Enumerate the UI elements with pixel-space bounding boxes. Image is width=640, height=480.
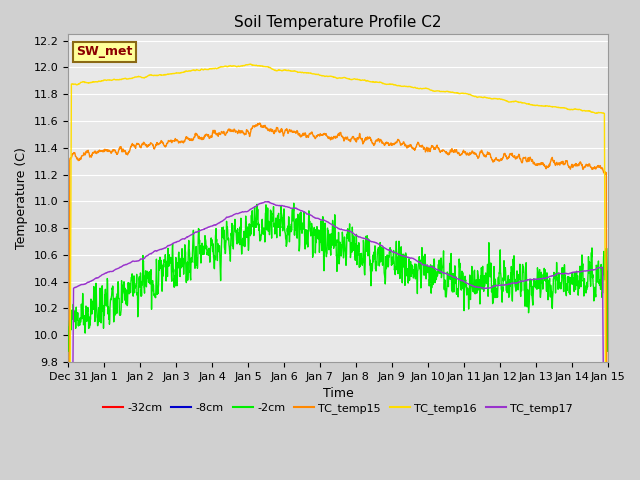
Y-axis label: Temperature (C): Temperature (C) — [15, 147, 28, 249]
Title: Soil Temperature Profile C2: Soil Temperature Profile C2 — [234, 15, 442, 30]
Legend: -32cm, -8cm, -2cm, TC_temp15, TC_temp16, TC_temp17: -32cm, -8cm, -2cm, TC_temp15, TC_temp16,… — [98, 399, 577, 419]
X-axis label: Time: Time — [323, 387, 353, 400]
Text: SW_met: SW_met — [76, 46, 132, 59]
